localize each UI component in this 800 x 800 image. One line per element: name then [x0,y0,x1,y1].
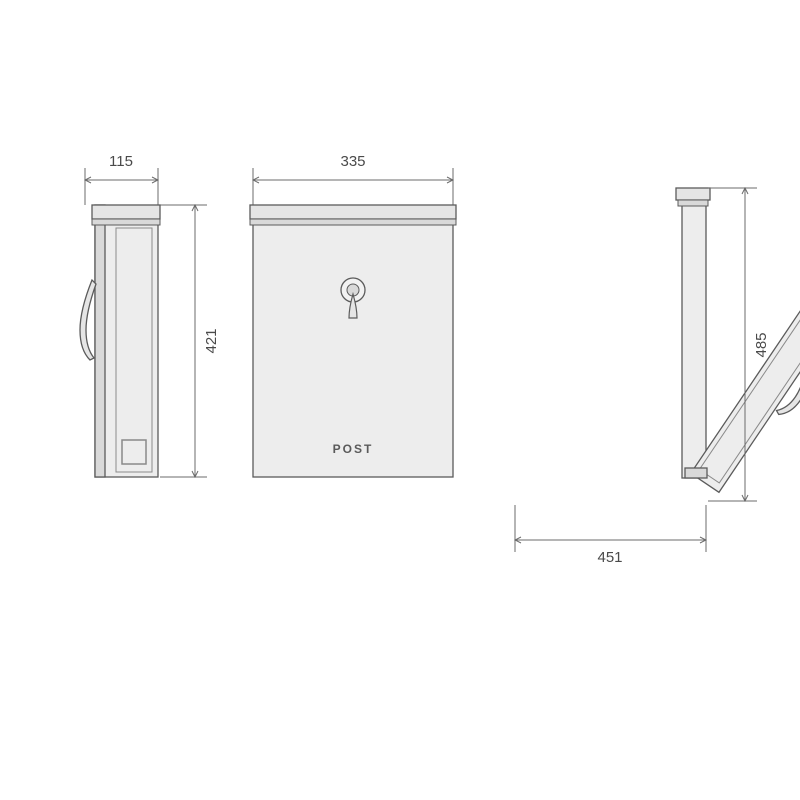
side-view-closed: 115 421 [80,153,220,477]
dimension-open-height-label: 485 [753,332,770,357]
dimension-height: 421 [160,205,220,477]
post-label: POST [333,442,374,456]
handle-icon [80,280,96,360]
dimension-height-label: 421 [203,328,220,353]
front-view: 335 POST [250,153,456,477]
dimension-depth-label: 115 [109,153,133,170]
technical-drawing: 115 421 335 [0,0,800,800]
dimension-width: 335 [253,153,453,207]
dimension-depth: 115 [85,153,158,205]
dimension-open-depth-label: 451 [597,549,622,566]
dimension-open-depth: 451 [515,505,706,566]
dimension-width-label: 335 [340,153,365,170]
side-view-open: 485 451 [515,188,800,566]
